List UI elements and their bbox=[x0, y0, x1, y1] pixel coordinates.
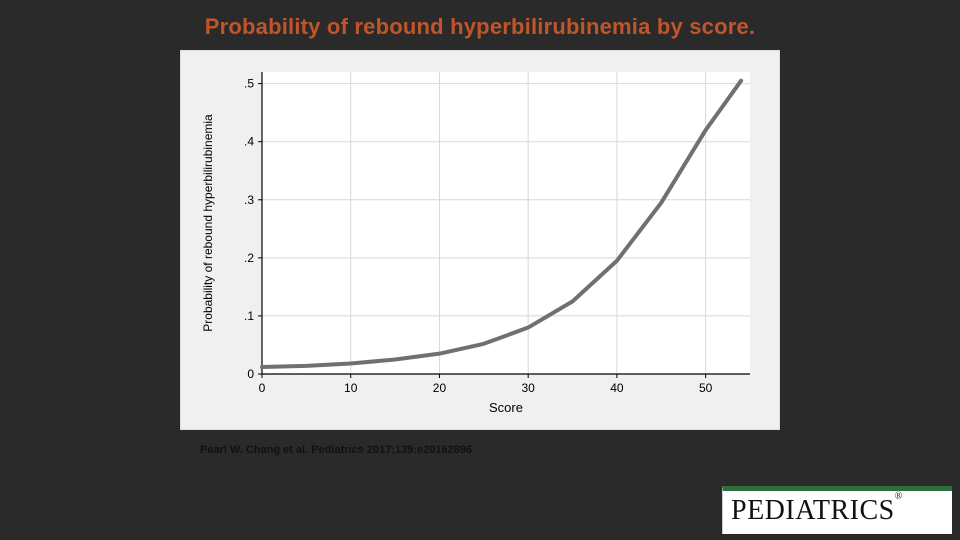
svg-text:Probability of rebound hyperbi: Probability of rebound hyperbilirubinemi… bbox=[201, 114, 215, 332]
logo-text: PEDIATRICS® bbox=[731, 495, 903, 526]
logo-label: PEDIATRICS bbox=[731, 495, 895, 526]
svg-text:0: 0 bbox=[247, 367, 254, 381]
chart-container: 0 .1 .2 .3 .4 .5 0 10 20 30 40 50 Score Probability o… bbox=[180, 50, 780, 430]
svg-text:50: 50 bbox=[699, 381, 713, 395]
citation-text: Pearl W. Chang et al. Pediatrics 2017;13… bbox=[200, 444, 472, 456]
svg-text:30: 30 bbox=[522, 381, 536, 395]
journal-logo: PEDIATRICS® bbox=[722, 486, 952, 534]
svg-text:20: 20 bbox=[433, 381, 447, 395]
svg-text:.5: .5 bbox=[244, 77, 254, 91]
slide-root: Probability of rebound hyperbilirubinemi… bbox=[0, 0, 960, 540]
svg-text:10: 10 bbox=[344, 381, 358, 395]
svg-text:Score: Score bbox=[489, 400, 523, 415]
svg-text:.1: .1 bbox=[244, 309, 254, 323]
svg-text:.4: .4 bbox=[244, 135, 254, 149]
slide-title: Probability of rebound hyperbilirubinemi… bbox=[0, 14, 960, 40]
svg-text:.3: .3 bbox=[244, 193, 254, 207]
svg-text:40: 40 bbox=[610, 381, 624, 395]
probability-chart: 0 .1 .2 .3 .4 .5 0 10 20 30 40 50 Score Probability o… bbox=[192, 58, 768, 422]
svg-text:.2: .2 bbox=[244, 251, 254, 265]
svg-text:0: 0 bbox=[259, 381, 266, 395]
registered-icon: ® bbox=[895, 491, 903, 502]
